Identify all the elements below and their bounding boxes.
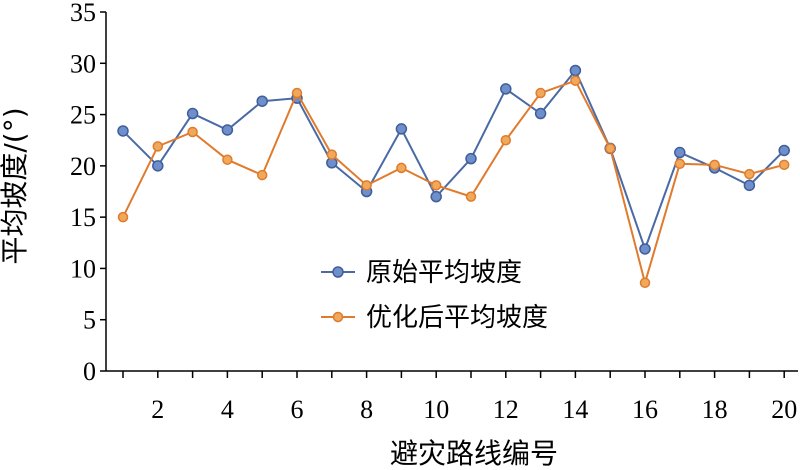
data-point [396, 162, 407, 174]
y-tick-label: 30 [70, 49, 96, 78]
series-2 [117, 75, 790, 289]
data-point [535, 87, 546, 99]
series-1 [117, 64, 790, 255]
y-tick-label: 35 [70, 0, 96, 27]
data-point [639, 243, 651, 255]
y-tick-label: 25 [70, 101, 96, 130]
y-tick-label: 10 [70, 254, 96, 283]
data-point [534, 107, 547, 120]
data-point [222, 154, 233, 165]
data-point [430, 180, 442, 191]
data-point [221, 124, 234, 136]
data-point [744, 168, 755, 180]
data-point [465, 191, 477, 202]
data-point [604, 143, 616, 154]
data-point [186, 107, 199, 120]
x-tick-label: 4 [221, 395, 234, 424]
x-tick-label: 18 [702, 395, 728, 424]
data-point [743, 179, 756, 192]
data-point [256, 169, 268, 181]
data-point [256, 95, 268, 107]
data-point [326, 149, 338, 160]
y-tick-label: 20 [70, 152, 96, 181]
data-point [639, 277, 651, 289]
x-tick-label: 12 [493, 395, 519, 424]
legend-label: 优化后平均坡度 [366, 303, 548, 333]
series-layer [117, 64, 790, 289]
data-point [500, 134, 512, 146]
data-point [674, 158, 686, 170]
x-tick-label: 2 [151, 395, 164, 424]
data-point [117, 125, 129, 137]
data-point [778, 159, 790, 171]
data-point [361, 180, 372, 191]
data-point [117, 211, 129, 223]
data-point [291, 87, 303, 99]
data-point [500, 83, 512, 95]
legend-label: 原始平均坡度 [366, 258, 522, 288]
axes [105, 12, 798, 372]
x-tick-label: 14 [562, 395, 588, 424]
data-point [152, 160, 164, 172]
y-tick-label: 5 [83, 306, 96, 335]
data-point [152, 141, 164, 152]
data-point [465, 152, 477, 165]
x-tick-label: 10 [423, 395, 449, 424]
x-tick-label: 8 [360, 395, 373, 424]
y-axis-title: 平均坡度/(°) [0, 107, 31, 264]
x-tick-label: 6 [291, 395, 304, 424]
y-axis-ticks: 0 5 10 15 20 25 30 35 [70, 0, 106, 386]
x-axis-title: 避灾路线编号 [390, 437, 558, 470]
series-line [122, 79, 785, 287]
legend-swatch-marker [332, 266, 344, 278]
x-axis-ticks: 2 4 6 8 10 12 14 16 18 20 [122, 371, 797, 424]
data-point [569, 64, 582, 77]
data-point [709, 159, 720, 171]
y-tick-label: 0 [83, 357, 96, 386]
data-point [187, 126, 198, 138]
data-point [674, 146, 686, 159]
legend-swatch-marker [332, 311, 344, 323]
data-point [430, 190, 442, 203]
x-tick-label: 20 [771, 395, 797, 424]
data-point [395, 123, 408, 135]
x-tick-label: 16 [632, 395, 658, 424]
data-point [570, 75, 581, 86]
series-line [122, 68, 785, 252]
y-tick-label: 15 [70, 203, 96, 232]
data-point [778, 144, 790, 157]
